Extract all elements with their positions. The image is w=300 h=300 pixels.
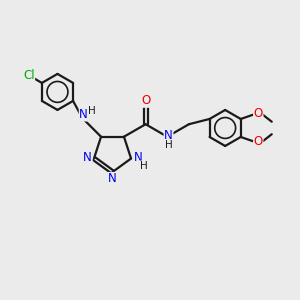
Text: Cl: Cl bbox=[23, 69, 34, 82]
Text: N: N bbox=[108, 172, 117, 185]
Text: N: N bbox=[83, 151, 92, 164]
Text: N: N bbox=[134, 151, 142, 164]
Text: O: O bbox=[141, 94, 150, 107]
Text: H: H bbox=[140, 161, 148, 171]
Text: N: N bbox=[164, 129, 173, 142]
Text: N: N bbox=[80, 108, 88, 121]
Text: H: H bbox=[165, 140, 172, 150]
Text: O: O bbox=[254, 107, 263, 121]
Text: O: O bbox=[254, 136, 263, 148]
Text: H: H bbox=[88, 106, 96, 116]
